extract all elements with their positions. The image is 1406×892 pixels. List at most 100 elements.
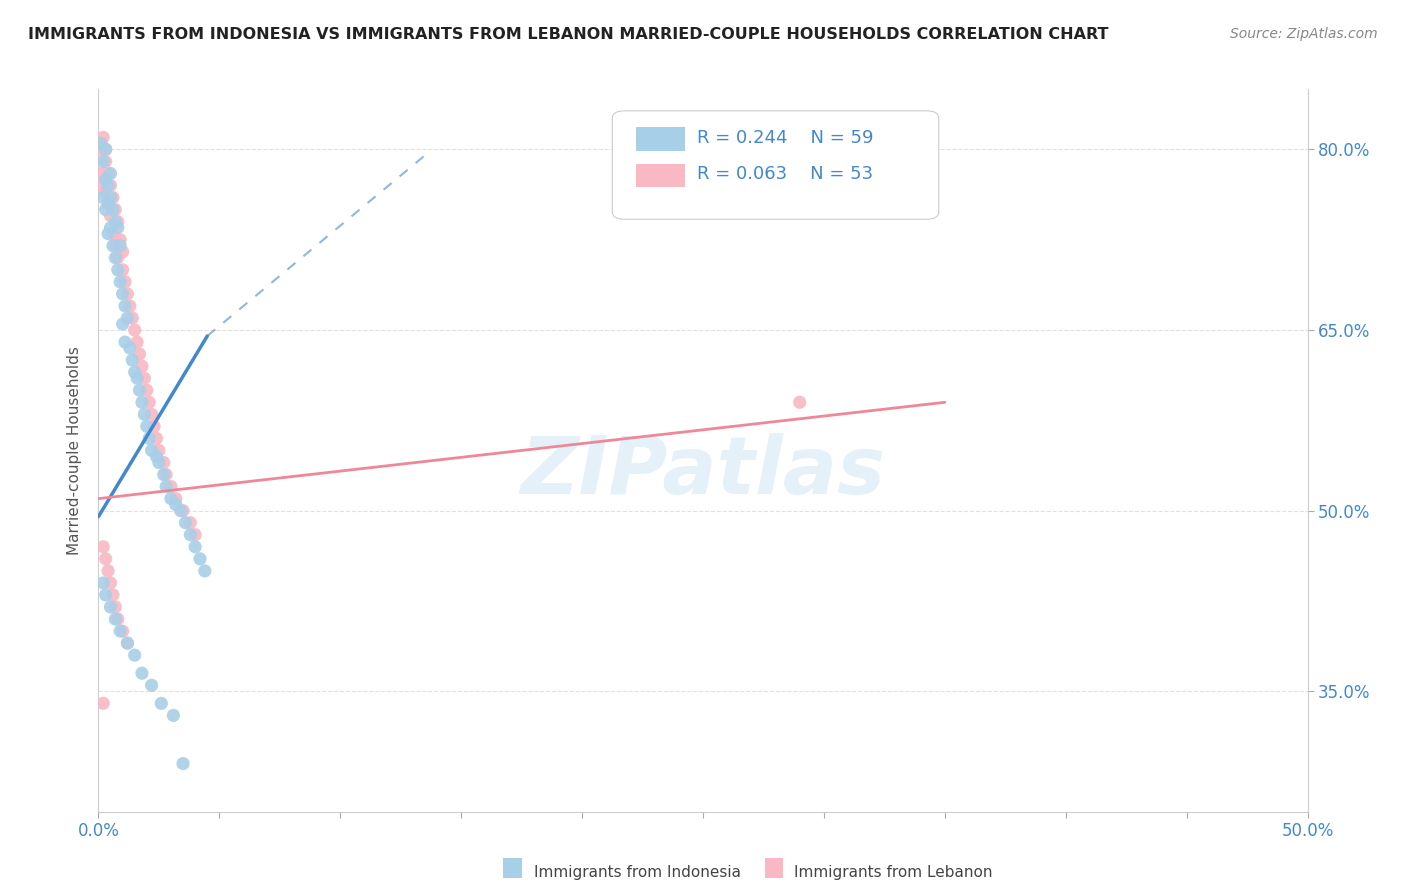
Text: R = 0.244    N = 59: R = 0.244 N = 59	[697, 129, 873, 147]
Point	[118, 341, 141, 355]
Point	[118, 299, 141, 313]
Text: R = 0.063    N = 53: R = 0.063 N = 53	[697, 165, 873, 184]
Point	[104, 238, 127, 253]
Text: IMMIGRANTS FROM INDONESIA VS IMMIGRANTS FROM LEBANON MARRIED-COUPLE HOUSEHOLDS C: IMMIGRANTS FROM INDONESIA VS IMMIGRANTS …	[28, 27, 1108, 42]
Point	[141, 407, 163, 421]
Point	[94, 551, 117, 566]
Point	[179, 528, 201, 542]
Point	[160, 479, 183, 493]
Point	[117, 636, 139, 650]
Point	[174, 516, 197, 530]
Point	[100, 166, 122, 180]
Point	[91, 130, 114, 145]
Point	[141, 678, 163, 692]
Point	[100, 599, 122, 614]
Point	[184, 528, 207, 542]
Point	[148, 455, 170, 469]
Text: Immigrants from Indonesia: Immigrants from Indonesia	[534, 865, 741, 880]
Point	[111, 262, 134, 277]
Point	[104, 214, 127, 228]
Point	[141, 443, 163, 458]
Point	[100, 576, 122, 591]
Point	[128, 347, 150, 361]
Text: Source: ZipAtlas.com: Source: ZipAtlas.com	[1230, 27, 1378, 41]
Point	[104, 599, 127, 614]
Point	[172, 503, 194, 517]
Point	[91, 576, 114, 591]
Point	[108, 233, 131, 247]
Point	[94, 588, 117, 602]
Point	[94, 172, 117, 186]
Point	[94, 185, 117, 199]
Point	[135, 419, 157, 434]
Point	[107, 220, 129, 235]
Point	[104, 251, 127, 265]
FancyBboxPatch shape	[637, 128, 685, 151]
Point	[131, 359, 153, 373]
Point	[101, 190, 124, 204]
Point	[91, 696, 114, 710]
Point	[108, 275, 131, 289]
Point	[108, 624, 131, 639]
Point	[184, 540, 207, 554]
Point	[97, 564, 120, 578]
Point	[111, 317, 134, 331]
Point	[194, 564, 217, 578]
Point	[107, 214, 129, 228]
Point	[165, 498, 187, 512]
Point	[117, 636, 139, 650]
Point	[104, 202, 127, 217]
Point	[124, 648, 146, 662]
Point	[101, 588, 124, 602]
Point	[131, 395, 153, 409]
Point	[104, 612, 127, 626]
Point	[148, 443, 170, 458]
Point	[97, 196, 120, 211]
Point	[145, 431, 167, 445]
Point	[97, 178, 120, 193]
Point	[134, 371, 156, 385]
Point	[90, 136, 112, 151]
Point	[117, 310, 139, 325]
Point	[111, 286, 134, 301]
Point	[108, 238, 131, 253]
Point	[107, 251, 129, 265]
Point	[150, 696, 173, 710]
Point	[90, 142, 112, 156]
Point	[155, 467, 177, 482]
Point	[91, 178, 114, 193]
Point	[91, 154, 114, 169]
Point	[121, 310, 143, 325]
Point	[111, 244, 134, 259]
Point	[97, 166, 120, 180]
Point	[128, 384, 150, 398]
Point	[160, 491, 183, 506]
Point	[127, 334, 149, 349]
Point	[131, 666, 153, 681]
Point	[135, 384, 157, 398]
Point	[138, 395, 160, 409]
Point	[143, 419, 166, 434]
Point	[91, 540, 114, 554]
Point	[101, 227, 124, 241]
Point	[100, 178, 122, 193]
Point	[94, 154, 117, 169]
Y-axis label: Married-couple Households: Married-couple Households	[67, 346, 83, 555]
Point	[152, 467, 174, 482]
Point	[97, 196, 120, 211]
Point	[169, 503, 191, 517]
Point	[90, 166, 112, 180]
Point	[107, 612, 129, 626]
Point	[127, 371, 149, 385]
Point	[97, 227, 120, 241]
Point	[179, 516, 201, 530]
Point	[124, 323, 146, 337]
Point	[94, 142, 117, 156]
Point	[100, 220, 122, 235]
Point	[94, 142, 117, 156]
Point	[100, 190, 122, 204]
Point	[145, 450, 167, 464]
Point	[138, 431, 160, 445]
Point	[107, 262, 129, 277]
Point	[172, 756, 194, 771]
